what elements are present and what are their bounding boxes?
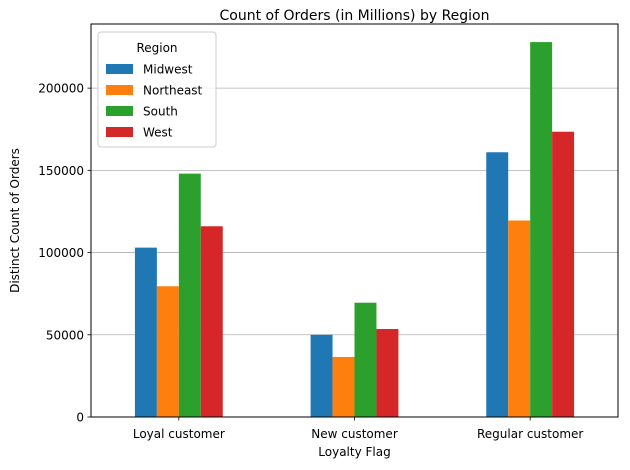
bar-south-3 (530, 42, 553, 418)
y-tick-label: 50000 (46, 328, 84, 342)
y-axis-label: Distinct Count of Orders (8, 148, 22, 293)
x-axis-ticks: Loyal customer New customer Regular custom… (133, 417, 583, 441)
bar-west-1 (200, 226, 223, 417)
legend-swatch-south (106, 106, 133, 116)
bar-west-3 (552, 131, 575, 417)
legend-label-west: West (143, 126, 173, 140)
legend-title: Region (136, 41, 177, 55)
bar-south-1 (178, 173, 201, 417)
x-tick-label: Regular customer (477, 427, 583, 441)
bar-west-2 (376, 329, 399, 417)
legend-swatch-northeast (106, 85, 133, 95)
x-tick-label: Loyal customer (133, 427, 225, 441)
y-tick-label: 200000 (38, 82, 84, 96)
y-tick-label: 100000 (38, 246, 84, 260)
legend-entries: Midwest Northeast South West (106, 63, 203, 140)
legend-swatch-west (106, 127, 133, 137)
y-tick-label: 150000 (38, 164, 84, 178)
y-tick-label: 0 (76, 411, 84, 425)
legend-box (97, 31, 217, 148)
bar-midwest-1 (134, 247, 157, 417)
legend: Region Midwest Northeast South West (97, 31, 217, 148)
bar-midwest-2 (310, 334, 333, 417)
chart-title: Count of Orders (in Millions) by Region (219, 8, 489, 24)
x-axis-label: Loyalty Flag (318, 445, 390, 459)
bars (134, 42, 575, 418)
legend-label-south: South (143, 105, 178, 119)
bar-south-2 (354, 302, 377, 417)
y-axis-ticks: 0 50000 100000 150000 200000 (38, 82, 91, 425)
bar-northeast-1 (156, 286, 179, 417)
legend-label-midwest: Midwest (143, 63, 193, 77)
x-tick-label: New customer (311, 427, 398, 441)
bar-northeast-3 (508, 220, 531, 417)
bar-midwest-3 (486, 152, 509, 418)
legend-swatch-midwest (106, 64, 133, 74)
legend-label-northeast: Northeast (143, 84, 203, 98)
bar-northeast-2 (332, 356, 355, 417)
